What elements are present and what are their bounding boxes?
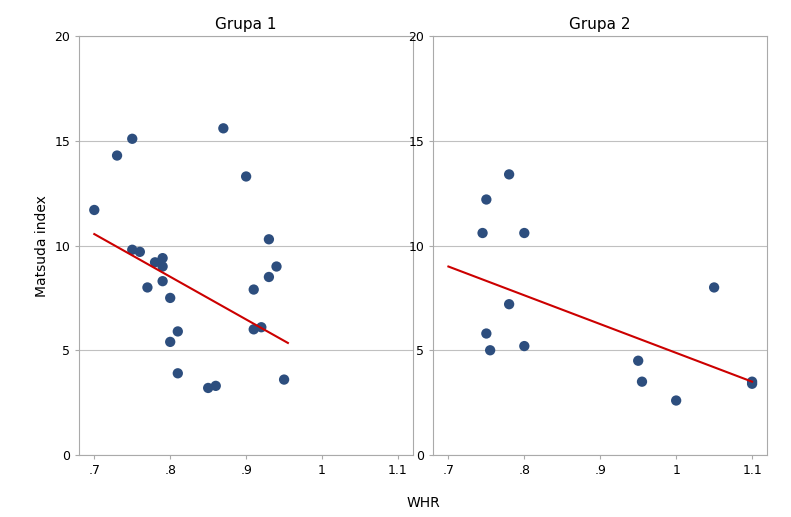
Point [476,229,489,237]
Point [157,262,169,271]
Y-axis label: Matsuda index: Matsuda index [35,194,48,297]
Point [157,277,169,285]
Point [746,379,759,388]
Point [164,338,176,346]
Point [248,285,260,294]
Point [263,235,275,244]
Point [126,134,138,143]
Title: Grupa 2: Grupa 2 [570,17,631,32]
Point [746,377,759,386]
Title: Grupa 1: Grupa 1 [215,17,277,32]
Point [141,283,153,292]
Point [480,329,493,338]
Point [172,369,184,377]
Point [503,300,516,308]
Point [240,172,252,180]
Point [632,357,645,365]
Point [217,124,229,132]
Point [263,273,275,281]
Point [518,342,531,350]
Point [172,327,184,336]
Point [518,229,531,237]
Point [202,384,214,392]
Point [503,170,516,178]
Point [636,377,649,386]
Point [111,151,123,160]
Point [88,206,100,214]
Point [670,397,683,405]
Point [149,258,161,266]
Point [278,375,290,384]
Point [480,195,493,204]
Text: WHR: WHR [407,496,440,510]
Point [157,254,169,262]
Point [164,294,176,302]
Point [708,283,721,292]
Point [126,246,138,254]
Point [255,323,267,331]
Point [134,248,146,256]
Point [248,325,260,333]
Point [210,382,222,390]
Point [271,262,283,271]
Point [484,346,497,355]
